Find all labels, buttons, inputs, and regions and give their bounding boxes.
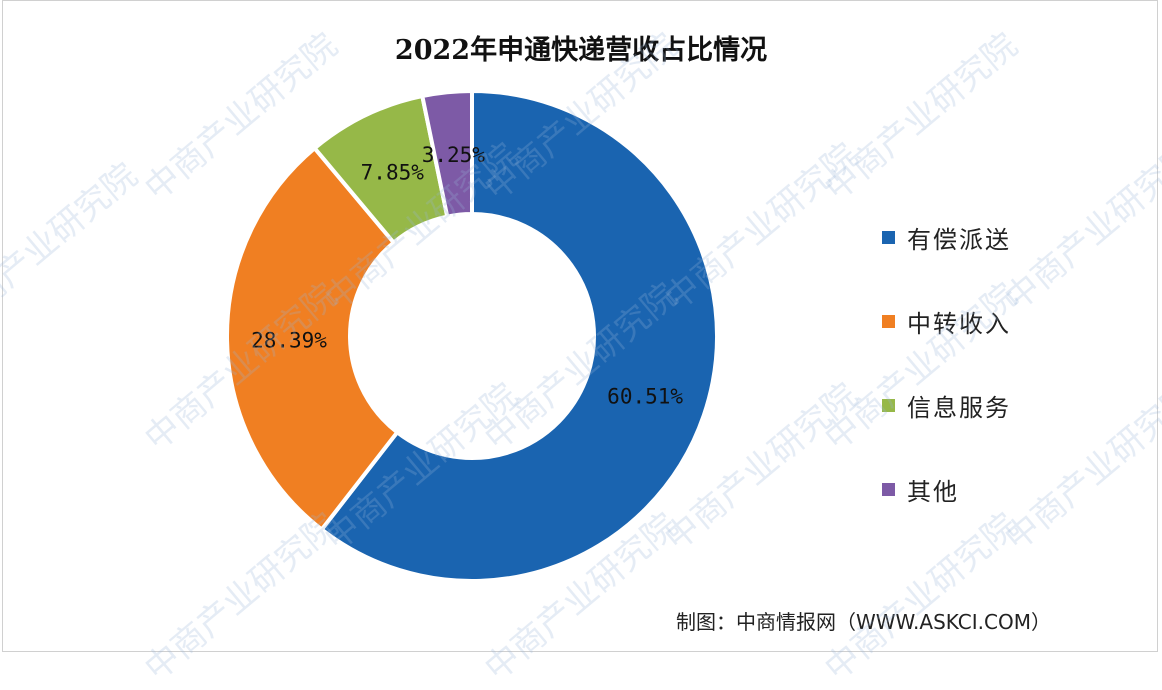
- legend-label: 其他: [907, 477, 959, 506]
- donut-slice: [419, 88, 474, 219]
- chart-frame: [2, 0, 1158, 652]
- legend: 有偿派送 中转收入 信息服务 其他: [882, 195, 1011, 531]
- source-footer: 制图：中商情报网（WWW.ASKCI.COM）: [676, 610, 1051, 634]
- data-label: 28.39%: [251, 328, 327, 352]
- legend-swatch: [882, 230, 895, 244]
- donut-chart: 60.51% 28.39% 7.85%3.25%: [225, 88, 719, 583]
- donut-slice: [318, 88, 719, 583]
- legend-item: 信息服务: [882, 363, 1011, 447]
- data-label: 60.51%: [607, 384, 683, 408]
- legend-swatch: [882, 398, 895, 412]
- legend-item: 中转收入: [882, 279, 1011, 363]
- legend-label: 中转收入: [907, 309, 1011, 338]
- legend-item: 有偿派送: [882, 195, 1011, 279]
- chart-title: 2022年申通快递营收占比情况: [394, 35, 768, 66]
- legend-swatch: [882, 482, 895, 496]
- data-label: 3.25%: [422, 143, 486, 167]
- legend-item: 其他: [882, 447, 1011, 531]
- data-label: 7.85%: [361, 160, 425, 184]
- donut-slice: [225, 145, 400, 533]
- legend-label: 有偿派送: [907, 225, 1011, 254]
- legend-label: 信息服务: [907, 393, 1011, 422]
- legend-swatch: [882, 314, 895, 328]
